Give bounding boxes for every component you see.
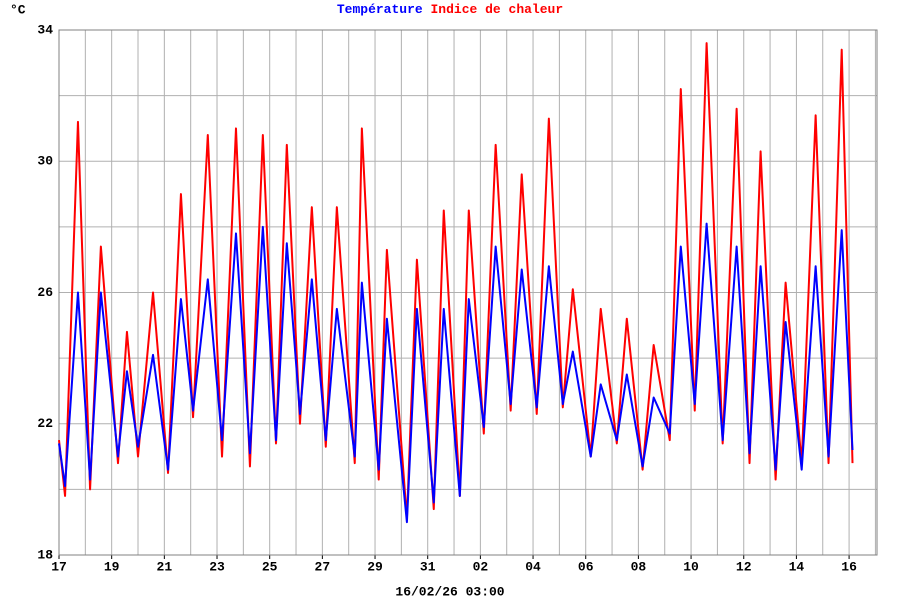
legend-entry: Indice de chaleur <box>431 2 564 17</box>
x-tick-label: 06 <box>578 559 594 574</box>
x-tick-label: 17 <box>51 559 67 574</box>
x-tick-label: 16 <box>841 559 857 574</box>
y-tick-label: 26 <box>37 285 53 300</box>
y-tick-label: 22 <box>37 416 53 431</box>
x-tick-label: 27 <box>315 559 331 574</box>
series-line <box>58 42 854 520</box>
x-label: 16/02/26 03:00 <box>395 584 504 599</box>
x-tick-label: 25 <box>262 559 278 574</box>
y-tick-label: 30 <box>37 154 53 169</box>
x-tick-label: 23 <box>209 559 225 574</box>
x-tick-label: 29 <box>367 559 383 574</box>
legend-entry: Température <box>337 2 423 17</box>
x-tick-label: 12 <box>736 559 752 574</box>
x-tick-label: 10 <box>683 559 699 574</box>
x-tick-label: 08 <box>631 559 647 574</box>
x-tick-label: 31 <box>420 559 436 574</box>
x-tick-label: 21 <box>157 559 173 574</box>
y-unit: °C <box>10 2 26 17</box>
plot-frame <box>58 29 878 556</box>
x-tick-label: 02 <box>473 559 489 574</box>
series-line <box>58 222 854 524</box>
y-tick-label: 18 <box>37 547 53 562</box>
y-tick-label: 34 <box>37 22 53 37</box>
x-tick-label: 19 <box>104 559 120 574</box>
legend: Température Indice de chaleur <box>337 2 563 17</box>
x-tick-label: 14 <box>789 559 805 574</box>
x-tick-label: 04 <box>525 559 541 574</box>
